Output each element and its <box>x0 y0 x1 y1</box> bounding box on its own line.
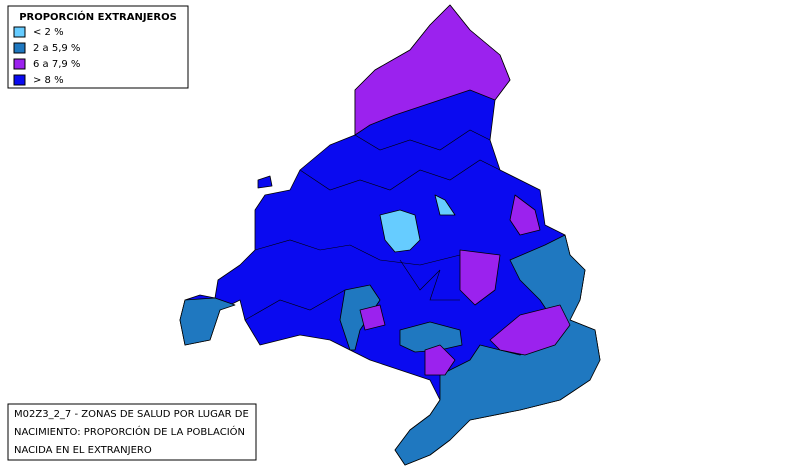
caption-line: M02Z3_2_7 - ZONAS DE SALUD POR LUGAR DE <box>14 409 249 420</box>
boundary <box>354 129 491 151</box>
region <box>459 249 501 306</box>
boundary <box>254 239 461 266</box>
region <box>257 175 273 189</box>
region <box>399 321 463 353</box>
region <box>434 194 456 216</box>
region <box>339 284 381 351</box>
region <box>179 297 236 346</box>
legend-swatch <box>13 26 26 38</box>
region <box>359 304 386 331</box>
legend: PROPORCIÓN EXTRANJEROS < 2 % 2 a 5,9 % 6 a… <box>7 5 189 89</box>
legend-label: 6 a 7,9 % <box>33 59 80 70</box>
legend-swatch <box>13 74 26 86</box>
boundary <box>244 289 346 321</box>
caption-box <box>7 403 257 461</box>
legend-label: 2 a 5,9 % <box>33 43 80 54</box>
boundary <box>299 159 501 191</box>
legend-swatch <box>13 58 26 70</box>
region <box>509 194 541 236</box>
region <box>424 344 456 376</box>
boundary <box>399 259 460 301</box>
legend-label: > 8 % <box>33 75 64 86</box>
caption: M02Z3_2_7 - ZONAS DE SALUD POR LUGAR DE N… <box>7 403 257 461</box>
caption-line: NACIDA EN EL EXTRANJERO <box>14 445 152 456</box>
region <box>379 209 421 253</box>
legend-swatch <box>13 42 26 54</box>
legend-title: PROPORCIÓN EXTRANJEROS <box>19 10 177 23</box>
region <box>354 4 511 136</box>
region <box>489 304 571 356</box>
map-regions <box>179 4 601 466</box>
caption-line: NACIMIENTO: PROPORCIÓN DE LA POBLACIÓN <box>14 425 245 438</box>
legend-label: < 2 % <box>33 27 64 38</box>
legend-box <box>7 5 189 89</box>
